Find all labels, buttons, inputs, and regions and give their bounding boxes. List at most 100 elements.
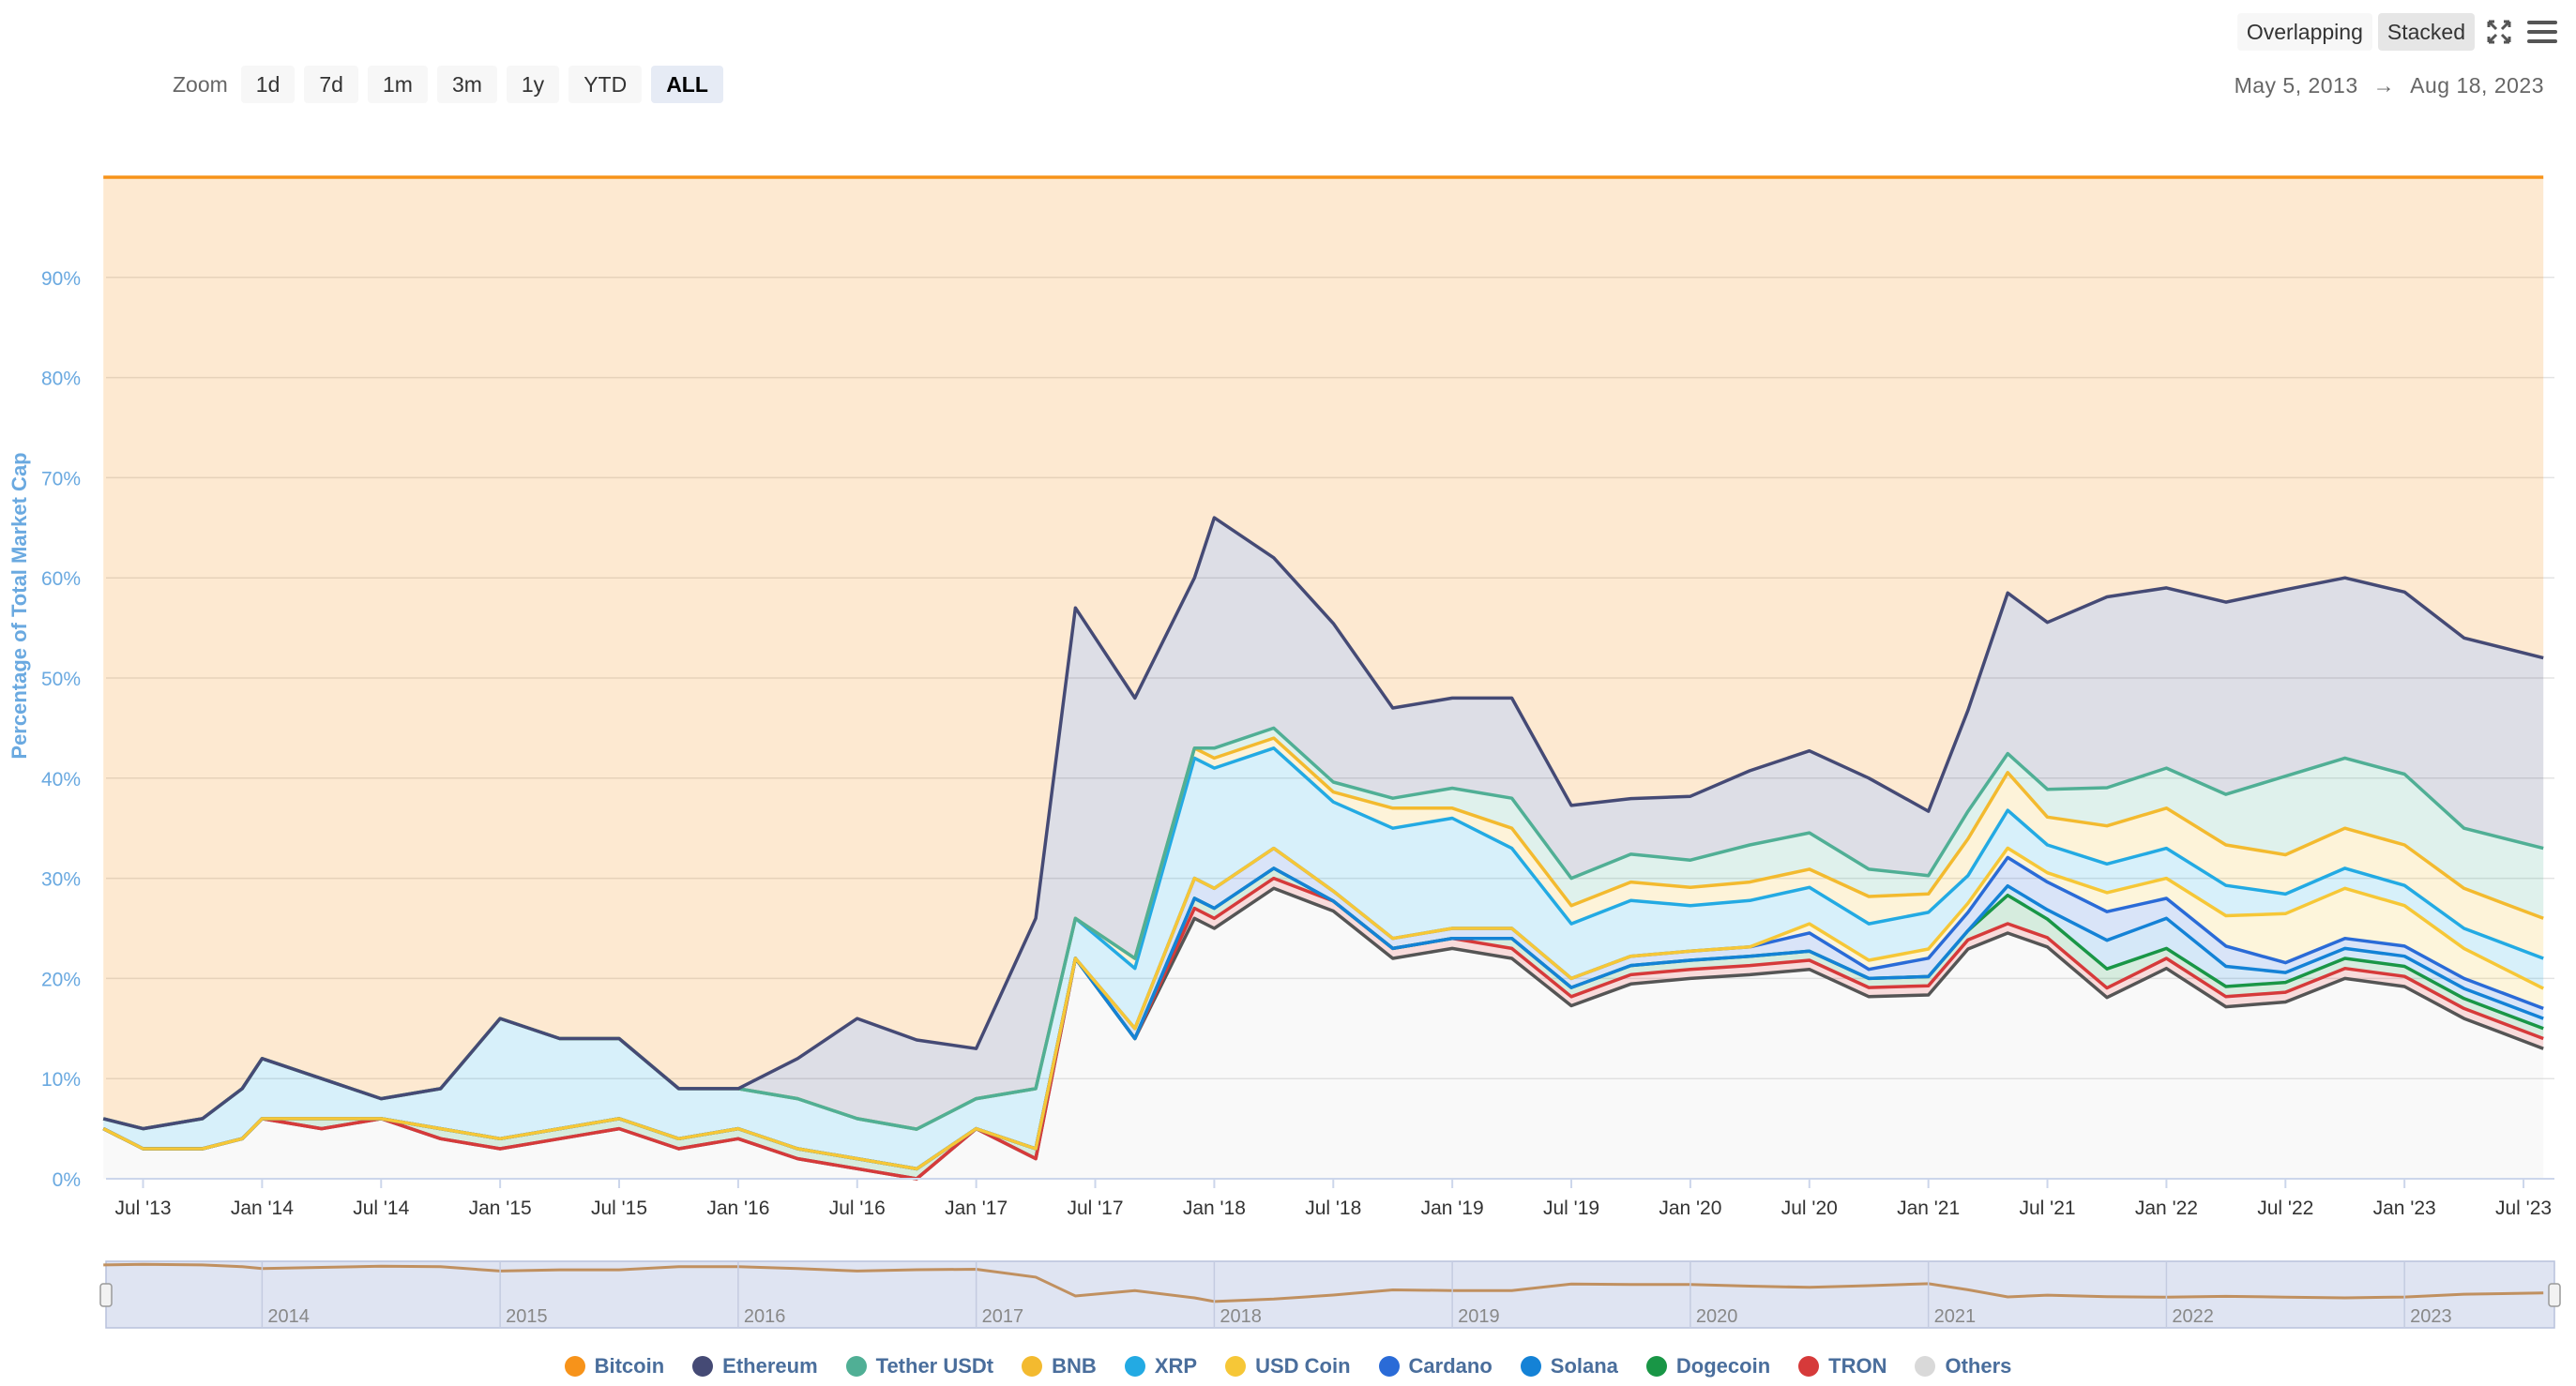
x-tick-label: Jul '19 <box>1543 1198 1599 1219</box>
y-tick-label: 50% <box>41 669 81 690</box>
market-cap-chart: 0% 10% 20% 30% 40% 50% 60% 70% 80% 90% Jul '13 Jan… <box>8 175 2561 1329</box>
legend-label: Ethereum <box>722 1354 818 1378</box>
y-tick-label: 70% <box>41 468 81 490</box>
legend-label: BNB <box>1052 1354 1097 1378</box>
y-tick-label: 0% <box>53 1169 81 1191</box>
legend-item-dogecoin[interactable]: Dogecoin <box>1645 1354 1771 1378</box>
legend-label: XRP <box>1154 1354 1198 1378</box>
legend-item-ethereum[interactable]: Ethereum <box>692 1354 818 1378</box>
legend-item-tether-usdt[interactable]: Tether USDt <box>845 1354 994 1378</box>
y-tick-label: 40% <box>41 769 81 791</box>
menu-icon[interactable] <box>2523 13 2561 51</box>
navigator-handle-right[interactable] <box>2548 1283 2561 1307</box>
zoom-label: Zoom <box>173 71 228 97</box>
navigator-label: 2023 <box>2410 1306 2452 1327</box>
zoom-1y-button[interactable]: 1y <box>506 66 560 103</box>
area-bitcoin[interactable] <box>103 177 2544 1129</box>
x-tick-label: Jul '22 <box>2257 1198 2313 1219</box>
area-ethereum[interactable] <box>103 518 2544 1130</box>
x-tick-label: Jan '15 <box>469 1198 532 1219</box>
x-tick-label: Jan '20 <box>1659 1198 1721 1219</box>
legend-item-cardano[interactable]: Cardano <box>1378 1354 1493 1378</box>
x-tick-label: Jan '21 <box>1897 1198 1960 1219</box>
legend-label: Cardano <box>1408 1354 1493 1378</box>
navigator-series <box>103 1262 2544 1303</box>
x-tick-label: Jul '23 <box>2495 1198 2552 1219</box>
y-tick-label: 10% <box>41 1069 81 1091</box>
legend-label: Bitcoin <box>594 1354 665 1378</box>
legend-item-tron[interactable]: TRON <box>1798 1354 1887 1378</box>
legend-label: Tether USDt <box>875 1354 994 1378</box>
legend-label: Solana <box>1550 1354 1618 1378</box>
x-tick-label: Jan '23 <box>2373 1198 2436 1219</box>
x-tick-label: Jul '16 <box>829 1198 886 1219</box>
legend-marker <box>1022 1356 1043 1377</box>
navigator-label: 2020 <box>1696 1306 1738 1327</box>
date-range: May 5, 2013 → Aug 18, 2023 <box>2227 73 2552 98</box>
navigator-label: 2017 <box>982 1306 1024 1327</box>
y-axis-title: Percentage of Total Market Cap <box>8 452 31 759</box>
legend-marker <box>564 1356 585 1377</box>
legend-label: USD Coin <box>1255 1354 1351 1378</box>
navigator[interactable]: 2014 2015 2016 2017 2018 2019 2020 2021 2022 2023 <box>99 1260 2561 1329</box>
x-tick-label: Jul '14 <box>353 1198 409 1219</box>
y-tick-label: 30% <box>41 869 81 891</box>
navigator-label: 2015 <box>506 1306 548 1327</box>
legend-item-solana[interactable]: Solana <box>1520 1354 1618 1378</box>
legend-marker <box>1124 1356 1145 1377</box>
series-lines <box>102 175 2544 1181</box>
zoom-all-button[interactable]: ALL <box>651 66 723 103</box>
legend-item-xrp[interactable]: XRP <box>1124 1354 1198 1378</box>
navigator-label: 2021 <box>1934 1306 1977 1327</box>
legend: Bitcoin Ethereum Tether USDt BNB XRP USD Coin… <box>0 1354 2576 1378</box>
line-tron[interactable] <box>102 876 2544 1181</box>
y-tick-label: 90% <box>41 268 81 290</box>
overlapping-button[interactable]: Overlapping <box>2236 13 2372 51</box>
x-tick-label: Jul '18 <box>1305 1198 1361 1219</box>
x-tick-label: Jul '21 <box>2020 1198 2076 1219</box>
legend-marker <box>1798 1356 1820 1377</box>
legend-marker <box>1520 1356 1541 1377</box>
area-others[interactable] <box>103 888 2544 1179</box>
area-xrp[interactable] <box>103 747 2544 1169</box>
legend-marker <box>1915 1356 1936 1377</box>
x-axis: Jul '13 Jan '14 Jul '14 Jan '15 Jul '15 Jan '… <box>106 1178 2554 1219</box>
x-tick-label: Jul '15 <box>591 1198 647 1219</box>
stacked-button[interactable]: Stacked <box>2377 13 2475 51</box>
zoom-1m-button[interactable]: 1m <box>367 66 428 103</box>
legend-marker <box>692 1356 714 1377</box>
legend-marker <box>845 1356 867 1377</box>
zoom-3m-button[interactable]: 3m <box>436 66 497 103</box>
x-tick-label: Jul '20 <box>1781 1198 1838 1219</box>
navigator-label: 2018 <box>1220 1306 1262 1327</box>
x-tick-label: Jan '19 <box>1421 1198 1484 1219</box>
y-axis: 0% 10% 20% 30% 40% 50% 60% 70% 80% 90% <box>41 268 81 1191</box>
legend-item-bnb[interactable]: BNB <box>1022 1354 1097 1378</box>
legend-label: TRON <box>1828 1354 1887 1378</box>
legend-label: Others <box>1945 1354 2012 1378</box>
navigator-label: 2014 <box>267 1306 310 1327</box>
zoom-ytd-button[interactable]: YTD <box>568 66 643 103</box>
y-tick-label: 80% <box>41 369 81 390</box>
x-tick-label: Jul '17 <box>1067 1198 1123 1219</box>
legend-item-bitcoin[interactable]: Bitcoin <box>564 1354 665 1378</box>
line-usd-coin[interactable] <box>102 846 2544 1171</box>
legend-item-usd-coin[interactable]: USD Coin <box>1225 1354 1351 1378</box>
range-from[interactable]: May 5, 2013 <box>2234 73 2358 98</box>
navigator-handle-left[interactable] <box>99 1283 113 1307</box>
navigator-label: 2019 <box>1458 1306 1500 1327</box>
fullscreen-icon[interactable] <box>2480 13 2518 51</box>
x-tick-label: Jan '14 <box>231 1198 294 1219</box>
x-tick-label: Jul '13 <box>114 1198 171 1219</box>
zoom-bar: Zoom 1d 7d 1m 3m 1y YTD ALL <box>173 66 723 103</box>
zoom-1d-button[interactable]: 1d <box>240 66 295 103</box>
legend-item-others[interactable]: Others <box>1915 1354 2011 1378</box>
line-ethereum[interactable] <box>102 516 2544 1131</box>
y-tick-label: 60% <box>41 568 81 590</box>
navigator-label: 2016 <box>744 1306 786 1327</box>
legend-marker <box>1378 1356 1400 1377</box>
zoom-7d-button[interactable]: 7d <box>304 66 358 103</box>
range-to[interactable]: Aug 18, 2023 <box>2410 73 2544 98</box>
legend-label: Dogecoin <box>1675 1354 1771 1378</box>
series-areas <box>103 177 2544 1179</box>
